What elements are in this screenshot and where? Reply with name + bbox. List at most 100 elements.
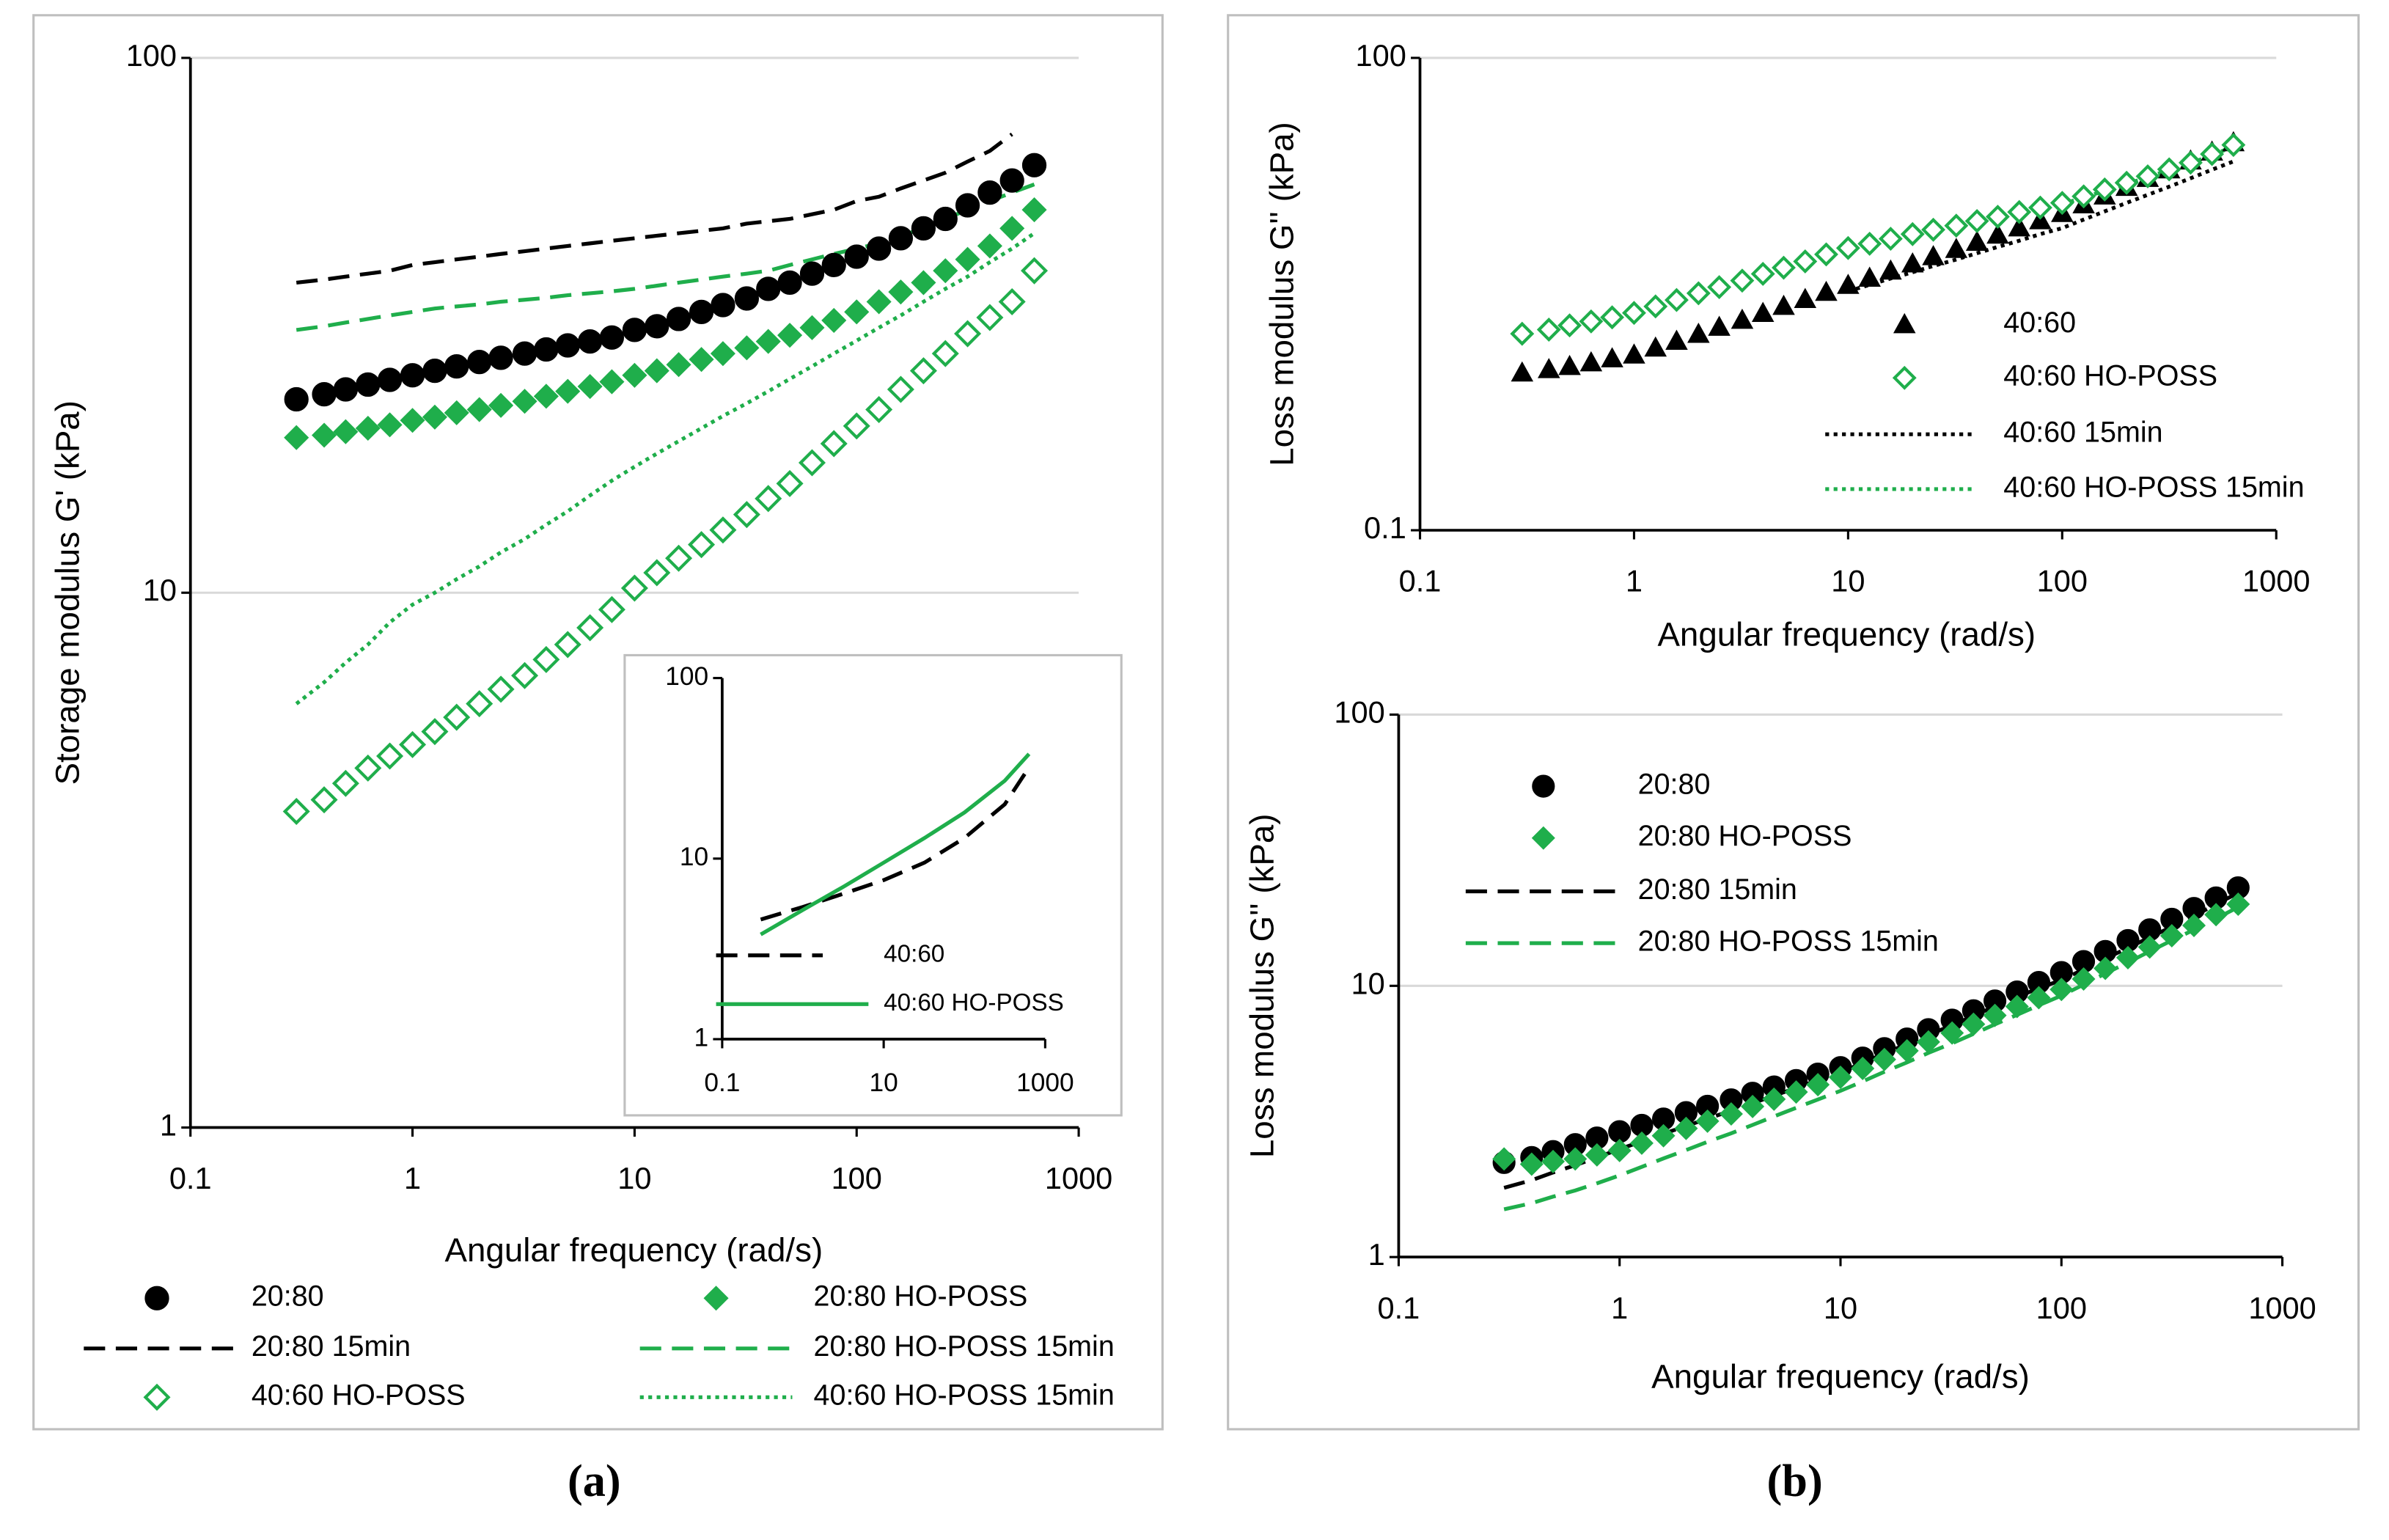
marker bbox=[422, 404, 448, 430]
marker bbox=[1772, 294, 1795, 315]
marker bbox=[2027, 195, 2052, 220]
legend-label: 40:60 bbox=[2003, 307, 2076, 339]
series-line bbox=[295, 231, 1035, 705]
marker bbox=[555, 333, 580, 358]
marker bbox=[887, 375, 914, 403]
marker bbox=[689, 299, 714, 324]
marker bbox=[622, 362, 647, 388]
marker bbox=[1695, 1109, 1720, 1133]
marker bbox=[756, 276, 781, 301]
marker bbox=[954, 320, 982, 348]
marker bbox=[777, 270, 802, 296]
marker bbox=[355, 415, 381, 441]
legend-label: 40:60 15min bbox=[2003, 417, 2162, 449]
marker bbox=[1643, 294, 1668, 319]
marker bbox=[688, 531, 716, 559]
x-tick-label: 0.1 bbox=[1399, 564, 1442, 598]
marker bbox=[710, 341, 735, 367]
marker bbox=[1664, 287, 1689, 312]
x-tick-label: 1000 bbox=[2248, 1291, 2316, 1325]
marker bbox=[2226, 892, 2250, 916]
legend-marker bbox=[144, 1286, 169, 1310]
marker bbox=[1806, 1073, 1830, 1097]
marker bbox=[1784, 1080, 1808, 1104]
marker bbox=[400, 363, 425, 388]
marker bbox=[799, 315, 825, 340]
marker bbox=[1944, 213, 1969, 238]
marker bbox=[931, 340, 959, 367]
marker bbox=[577, 373, 603, 400]
marker bbox=[1916, 1030, 1940, 1054]
marker bbox=[377, 367, 403, 392]
x-tick-label: 0.1 bbox=[1378, 1291, 1420, 1325]
marker bbox=[733, 501, 760, 529]
marker bbox=[2115, 945, 2140, 969]
marker bbox=[888, 279, 914, 305]
marker bbox=[1651, 1123, 1676, 1148]
marker bbox=[1901, 252, 1924, 273]
marker bbox=[2200, 142, 2225, 166]
marker bbox=[511, 661, 539, 689]
marker bbox=[1983, 1003, 2007, 1027]
marker bbox=[820, 430, 848, 458]
marker bbox=[1879, 259, 1902, 280]
marker bbox=[1558, 354, 1581, 375]
marker bbox=[466, 397, 492, 422]
marker bbox=[400, 408, 425, 433]
marker bbox=[2159, 923, 2184, 948]
marker bbox=[312, 382, 337, 407]
x-axis-label: Angular frequency (rad/s) bbox=[1651, 1357, 2030, 1395]
marker bbox=[1538, 358, 1560, 378]
marker bbox=[1622, 301, 1646, 326]
marker bbox=[645, 314, 669, 339]
marker bbox=[734, 286, 760, 311]
legend-label: 40:60 HO-POSS 15min bbox=[814, 1379, 1115, 1412]
marker bbox=[1719, 1102, 1743, 1126]
marker bbox=[1623, 343, 1645, 364]
y-tick-label: 10 bbox=[680, 843, 708, 871]
x-tick-label: 10 bbox=[1824, 1291, 1857, 1325]
marker bbox=[1794, 287, 1817, 308]
marker bbox=[2135, 164, 2160, 188]
marker bbox=[1858, 266, 1881, 287]
caption: (b) bbox=[1767, 1456, 1823, 1506]
marker bbox=[999, 216, 1025, 241]
marker bbox=[1751, 301, 1775, 322]
marker bbox=[443, 703, 471, 731]
marker bbox=[1828, 1066, 1853, 1090]
marker bbox=[1707, 275, 1732, 299]
marker bbox=[2204, 903, 2228, 927]
marker bbox=[1601, 347, 1623, 367]
marker bbox=[909, 357, 937, 385]
marker bbox=[1579, 351, 1603, 372]
marker bbox=[1674, 1116, 1698, 1140]
marker bbox=[2178, 150, 2203, 175]
marker bbox=[1644, 336, 1667, 357]
marker bbox=[1021, 197, 1047, 223]
x-tick-label: 1000 bbox=[1016, 1068, 1074, 1097]
y-tick-label: 100 bbox=[1334, 694, 1384, 729]
marker bbox=[376, 742, 404, 770]
marker bbox=[821, 252, 846, 277]
legend-marker bbox=[1892, 365, 1917, 390]
legend-marker bbox=[1893, 312, 1916, 334]
marker bbox=[598, 595, 625, 623]
y-tick-label: 100 bbox=[665, 662, 708, 691]
x-tick-label: 100 bbox=[2036, 1291, 2087, 1325]
marker bbox=[1629, 1131, 1654, 1155]
marker bbox=[1731, 308, 1754, 329]
series-line bbox=[760, 752, 1031, 936]
legend-label: 20:80 bbox=[1638, 769, 1711, 801]
legend-marker bbox=[1532, 774, 1555, 798]
legend-label: 40:60 HO-POSS bbox=[252, 1379, 466, 1412]
marker bbox=[532, 645, 560, 673]
marker bbox=[1922, 245, 1945, 265]
x-tick-label: 0.1 bbox=[704, 1068, 740, 1097]
marker bbox=[1857, 231, 1882, 256]
marker bbox=[1021, 153, 1047, 177]
marker bbox=[333, 377, 359, 402]
marker bbox=[1686, 281, 1711, 306]
marker bbox=[2008, 216, 2031, 237]
